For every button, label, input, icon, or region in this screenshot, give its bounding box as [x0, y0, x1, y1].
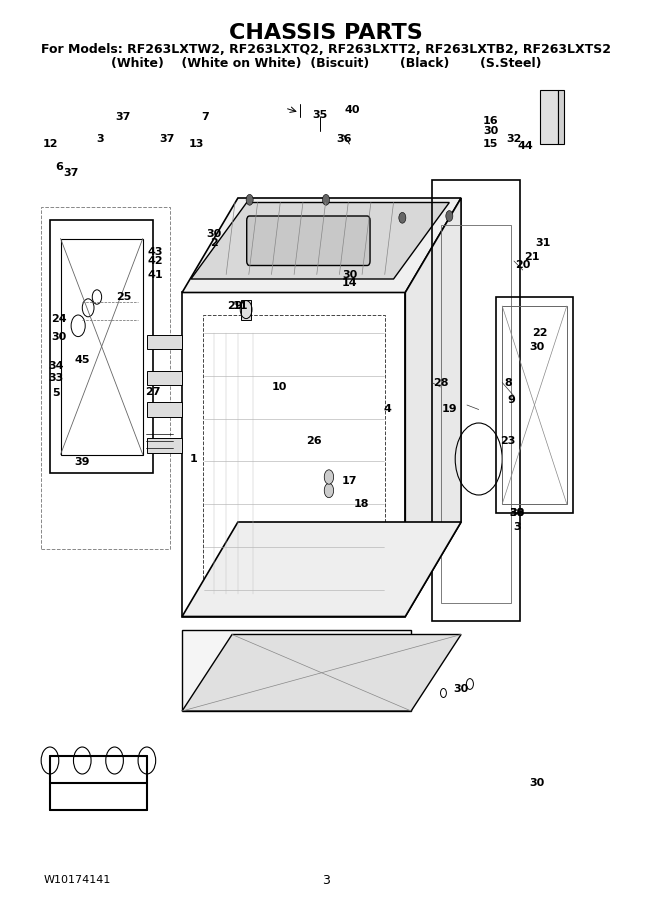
Text: W10174141: W10174141 — [44, 875, 111, 886]
Text: 31: 31 — [535, 238, 551, 248]
Text: 18: 18 — [353, 499, 369, 509]
Text: 4: 4 — [384, 404, 392, 415]
Text: 14: 14 — [342, 278, 357, 289]
Text: 12: 12 — [42, 139, 58, 149]
Text: 8: 8 — [504, 377, 512, 388]
Text: For Models: RF263LXTW2, RF263LXTQ2, RF263LXTT2, RF263LXTB2, RF263LXTS2: For Models: RF263LXTW2, RF263LXTQ2, RF26… — [41, 43, 611, 56]
Text: 44: 44 — [518, 140, 533, 151]
Text: 45: 45 — [74, 355, 90, 365]
Text: 36: 36 — [336, 134, 351, 145]
Polygon shape — [182, 634, 461, 711]
Text: 37: 37 — [160, 134, 175, 145]
Polygon shape — [191, 202, 449, 279]
Circle shape — [246, 194, 253, 205]
Text: 37: 37 — [115, 112, 131, 122]
Text: 30: 30 — [530, 341, 545, 352]
Bar — [558, 90, 564, 144]
Polygon shape — [182, 198, 461, 292]
Bar — [50, 220, 153, 472]
Text: 26: 26 — [306, 436, 322, 446]
Text: 5: 5 — [52, 388, 59, 399]
Text: 41: 41 — [148, 269, 164, 280]
Text: 32: 32 — [506, 134, 522, 145]
Bar — [147, 335, 182, 349]
Text: 6: 6 — [55, 161, 63, 172]
Text: 40: 40 — [345, 104, 360, 115]
Bar — [147, 402, 182, 417]
Text: CHASSIS PARTS: CHASSIS PARTS — [229, 23, 423, 43]
Text: 24: 24 — [51, 314, 67, 325]
Text: 30: 30 — [207, 229, 222, 239]
Bar — [432, 180, 520, 621]
Bar — [147, 371, 182, 385]
Text: 28: 28 — [433, 377, 449, 388]
Text: 39: 39 — [74, 456, 90, 467]
Text: 30: 30 — [509, 508, 524, 518]
Text: 29: 29 — [227, 301, 243, 311]
Text: 2: 2 — [211, 238, 218, 248]
Text: 37: 37 — [63, 167, 78, 178]
Text: 19: 19 — [441, 404, 457, 415]
Text: 38: 38 — [509, 508, 525, 518]
Circle shape — [323, 194, 329, 205]
Bar — [182, 630, 411, 711]
Text: 20: 20 — [515, 260, 531, 271]
Text: 7: 7 — [201, 112, 209, 122]
Polygon shape — [182, 522, 461, 617]
Text: 30: 30 — [530, 778, 545, 788]
Text: 23: 23 — [500, 436, 516, 446]
Text: 3: 3 — [322, 874, 330, 886]
Text: 13: 13 — [189, 139, 205, 149]
Text: 30: 30 — [483, 125, 498, 136]
Text: 42: 42 — [148, 256, 164, 266]
Text: 27: 27 — [145, 386, 160, 397]
Text: 30: 30 — [453, 683, 469, 694]
Bar — [147, 438, 182, 453]
Text: 1: 1 — [190, 454, 198, 464]
Polygon shape — [406, 198, 461, 616]
Text: 11: 11 — [233, 301, 248, 311]
Bar — [182, 292, 406, 616]
Circle shape — [324, 470, 334, 484]
Bar — [541, 90, 558, 144]
Text: 33: 33 — [48, 373, 63, 383]
Text: 21: 21 — [524, 251, 539, 262]
Bar — [496, 297, 572, 513]
Bar — [41, 207, 170, 549]
Text: 30: 30 — [342, 269, 357, 280]
Text: (White)    (White on White)  (Biscuit)       (Black)       (S.Steel): (White) (White on White) (Biscuit) (Blac… — [111, 57, 541, 69]
Circle shape — [399, 212, 406, 223]
Text: 22: 22 — [533, 328, 548, 338]
Bar — [61, 238, 143, 454]
Text: 35: 35 — [312, 110, 328, 121]
Bar — [502, 306, 567, 504]
Text: 15: 15 — [482, 139, 498, 149]
Circle shape — [324, 483, 334, 498]
Text: 25: 25 — [115, 292, 131, 302]
Text: 34: 34 — [48, 361, 64, 372]
Bar — [203, 315, 385, 603]
Text: 3: 3 — [96, 134, 104, 145]
Text: 10: 10 — [271, 382, 287, 392]
Text: 43: 43 — [148, 247, 164, 257]
Circle shape — [446, 211, 453, 221]
Text: 17: 17 — [342, 476, 357, 487]
Bar — [241, 300, 252, 319]
Bar — [441, 225, 511, 603]
Text: 16: 16 — [482, 116, 498, 127]
Text: 9: 9 — [507, 395, 515, 406]
FancyBboxPatch shape — [246, 216, 370, 266]
Text: 30: 30 — [51, 332, 67, 343]
Text: 3: 3 — [513, 521, 521, 532]
